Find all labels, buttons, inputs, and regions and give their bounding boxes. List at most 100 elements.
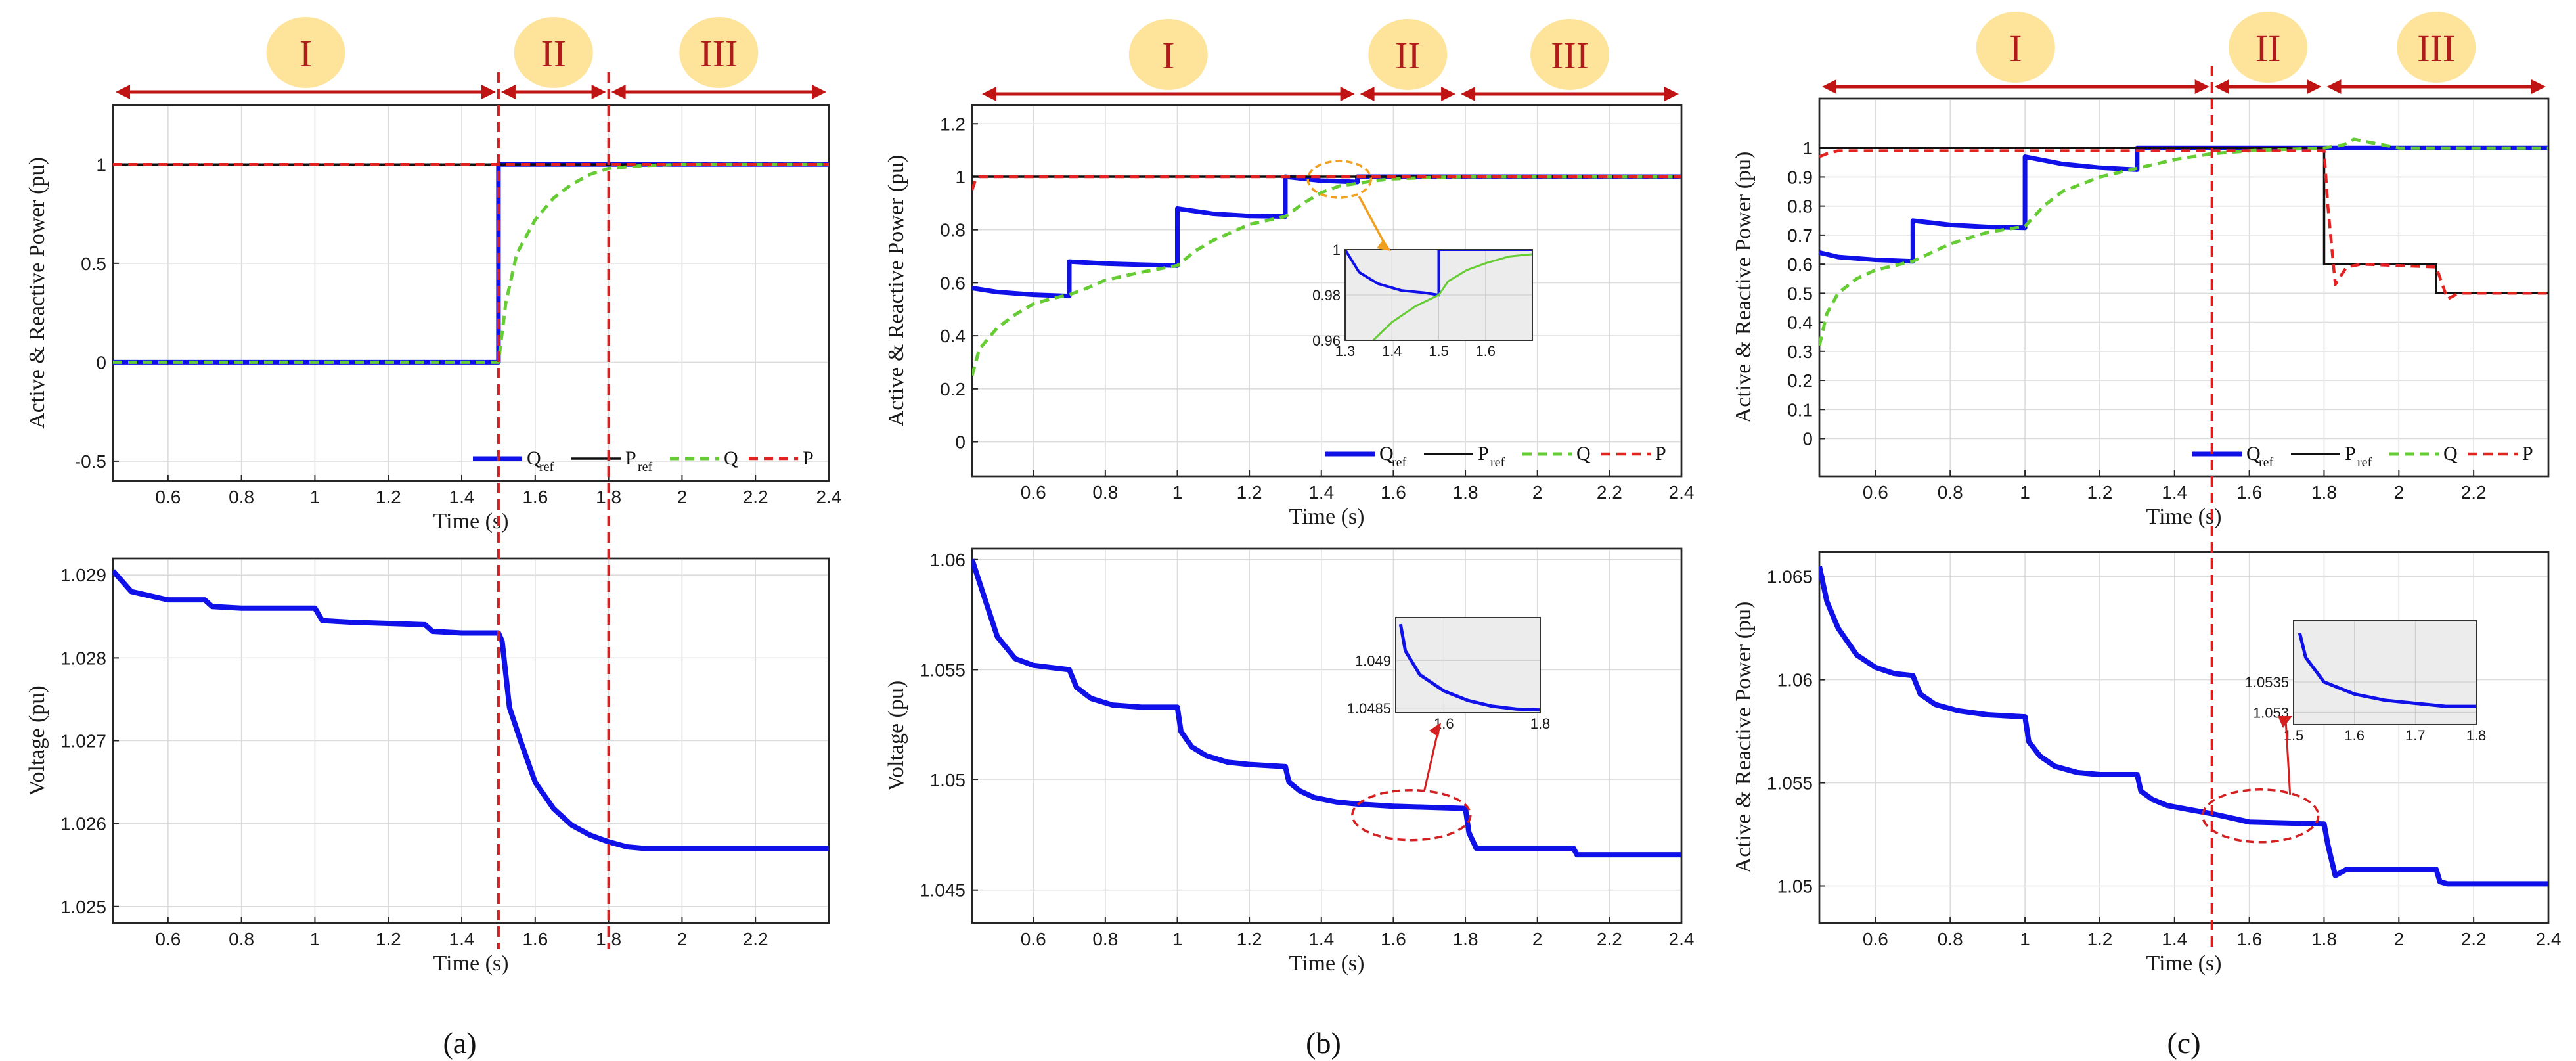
y-tick-label: 1.05 (1777, 876, 1813, 897)
x-tick-label: 0.6 (1863, 482, 1888, 503)
x-tick-label: 2.2 (2461, 929, 2487, 949)
x-tick-label: 0.8 (1092, 482, 1118, 503)
inset-series-line-q-ref (1345, 250, 1532, 340)
x-tick-label: 1 (310, 487, 321, 507)
legend-label-subscript: ref (1392, 455, 1407, 470)
inset-series-line-voltage (2298, 632, 2476, 708)
zoom-callout-arrowhead (1377, 239, 1391, 251)
x-tick-label: 1.8 (1453, 482, 1478, 503)
region-arrowhead-left (611, 85, 626, 99)
inset-y-tick-label: 1.049 (1355, 652, 1391, 669)
region-badge-circle (1530, 19, 1610, 90)
y-tick-label: 0.7 (1787, 225, 1813, 246)
y-axis-label: Voltage (pu) (884, 681, 908, 791)
x-tick-label: 1.4 (449, 929, 475, 949)
region-arrowhead-right (2194, 79, 2210, 94)
x-tick-label: 2 (2394, 482, 2405, 503)
plot-frame (1818, 551, 2550, 924)
panel-a: 0.6 0.8 1 1.2 1.4 1.6 1.8 2 2.2 2.4-0.500.51Time … (25, 104, 842, 1060)
region-arrowhead-left (116, 85, 130, 99)
x-tick-label: 1 (1172, 482, 1183, 503)
region-arrowhead-left (500, 85, 516, 99)
inset-area (1395, 617, 1541, 713)
x-tick-label: 1.8 (2311, 929, 2337, 949)
x-tick-label: 0.6 (1863, 929, 1888, 949)
x-tick-label: 1.6 (1381, 482, 1406, 503)
region-arrowhead-right (591, 85, 606, 99)
x-tick-label: 0.8 (229, 487, 254, 507)
legend-label-q-ref: Q (2246, 443, 2261, 464)
x-tick-label: 1.4 (1308, 929, 1334, 949)
region-badge-label: III (2417, 27, 2455, 70)
y-tick-label: 1.028 (60, 648, 106, 668)
region-arrowhead-left (981, 87, 996, 101)
plot-area (971, 547, 1683, 924)
region-arrowhead-left (1360, 87, 1375, 101)
plot-frame (112, 557, 830, 924)
region-arrowhead-right (812, 85, 826, 99)
series-line-p (1819, 149, 2548, 301)
y-tick-label: 0.2 (940, 379, 966, 399)
inset-series-line-voltage (1398, 623, 1540, 712)
y-tick-label: 1.045 (920, 880, 966, 901)
region-badge-circle (514, 17, 593, 88)
y-axis-label: Active & Reactive Power (pu) (1731, 602, 1756, 874)
series-layer (972, 558, 1681, 858)
region-badge-circle (1368, 19, 1448, 90)
x-tick-label: 1.2 (2087, 482, 2112, 503)
x-tick-label: 1.6 (2236, 929, 2262, 949)
legend-label-q-ref: Q (527, 447, 541, 469)
x-tick-label: 2 (677, 487, 688, 507)
legend-label-q-ref: Q (1379, 443, 1394, 464)
y-tick-label: 0.4 (940, 326, 966, 346)
region-arrowhead-right (481, 85, 496, 99)
y-tick-label: 1.065 (1767, 567, 1813, 587)
x-tick-label: 2.4 (1669, 482, 1695, 503)
x-tick-label: 1.2 (1237, 482, 1262, 503)
x-tick-label: 1 (2020, 929, 2030, 949)
y-tick-label: 1.027 (60, 731, 106, 752)
chart-b-voltage: 0.6 0.8 1 1.2 1.4 1.6 1.8 2 2.2 2.4 1.045 1.05 1.055… (884, 547, 1694, 976)
plot-frame (1818, 97, 2550, 478)
inset-y-tick-label: 0.96 (1312, 332, 1341, 349)
region-badge-label: I (1162, 34, 1174, 77)
x-tick-label: 2.2 (743, 929, 768, 949)
zoom-callout-arrow (1423, 729, 1440, 791)
x-tick-label: 1.4 (2162, 482, 2187, 503)
zoom-callout-arrow (2284, 719, 2292, 795)
legend-label-p: P (803, 447, 814, 469)
inset-frame (2293, 620, 2477, 725)
inset-series-line-q (1372, 253, 1532, 340)
region-badge-circle (1976, 12, 2055, 83)
x-tick-label: 0.8 (1938, 482, 1963, 503)
legend-label-subscript: ref (539, 460, 554, 474)
x-tick-label: 0.8 (1938, 929, 1963, 949)
inset-y-tick-label: 0.98 (1312, 287, 1341, 304)
legend-label-subscript: ref (638, 460, 653, 474)
legend-label-p-ref: P (1478, 443, 1489, 464)
x-tick-label: 2.2 (2461, 482, 2487, 503)
inset-x-tick-label: 1.5 (1429, 343, 1449, 359)
legend-label-q: Q (1576, 443, 1591, 464)
x-tick-label: 1.6 (1381, 929, 1406, 949)
series-line-q-ref (972, 174, 1681, 299)
y-tick-label: 0.9 (1787, 167, 1813, 187)
region-arrowhead-right (1664, 87, 1679, 101)
region-badge-label: II (541, 32, 566, 75)
y-tick-label: 1.06 (930, 550, 966, 570)
plot-area (1818, 97, 2550, 478)
y-tick-label: 1.025 (60, 897, 106, 917)
y-tick-label: 1.055 (920, 660, 966, 680)
region-badge-circle (2229, 12, 2308, 83)
y-axis-label: Active & Reactive Power (pu) (25, 157, 49, 429)
y-tick-label: 0.2 (1787, 371, 1813, 391)
inset-x-tick-label: 1.8 (1530, 715, 1551, 732)
x-axis-label: Time (s) (2146, 505, 2222, 529)
x-tick-label: 2.4 (816, 487, 842, 507)
legend-label-q: Q (2443, 443, 2458, 464)
y-tick-label: 1 (1802, 138, 1813, 158)
y-tick-label: 1.029 (60, 565, 106, 585)
y-tick-label: 0.3 (1787, 342, 1813, 362)
